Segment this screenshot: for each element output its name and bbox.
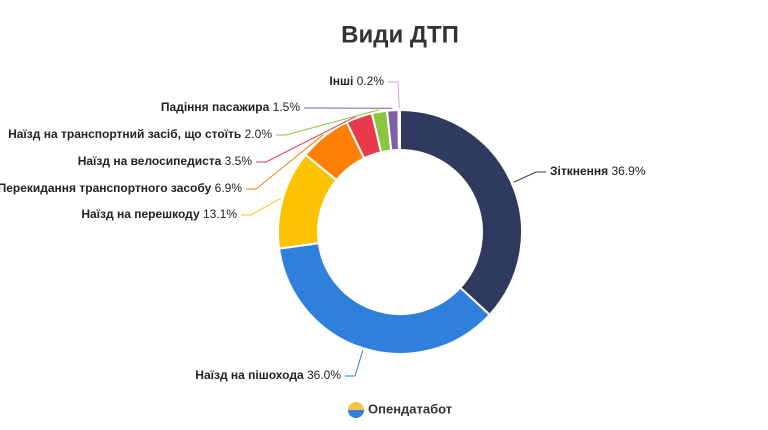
data-label: Перекидання транспортного засобу 6.9% xyxy=(0,181,242,195)
connector xyxy=(246,134,324,190)
connector xyxy=(345,350,364,377)
category-label: Наїзд на перешкоду xyxy=(81,207,200,221)
data-label: Наїзд на перешкоду 13.1% xyxy=(81,207,237,221)
connector xyxy=(276,109,380,136)
data-label: Інші 0.2% xyxy=(329,74,384,88)
data-label: Наїзд на транспортний засіб, що стоїть 2… xyxy=(8,127,272,141)
value-label: 36.0% xyxy=(307,368,341,382)
category-label: Наїзд на велосипедиста xyxy=(78,154,222,168)
brand-name: Опендатабот xyxy=(368,401,452,416)
data-label: Наїзд на пішохода 36.0% xyxy=(195,368,341,382)
data-label: Падіння пасажира 1.5% xyxy=(161,100,300,114)
connector xyxy=(388,81,400,109)
value-label: 0.2% xyxy=(357,74,385,88)
connector xyxy=(256,114,359,163)
slice xyxy=(397,108,401,152)
category-label: Зіткнення xyxy=(550,164,608,178)
value-label: 6.9% xyxy=(215,181,243,195)
category-label: Наїзд на пішохода xyxy=(195,368,304,382)
connector xyxy=(241,197,281,216)
category-label: Інші xyxy=(329,74,353,88)
category-label: Перекидання транспортного засобу xyxy=(0,181,212,195)
value-label: 3.5% xyxy=(225,154,253,168)
category-label: Наїзд на транспортний засіб, що стоїть xyxy=(8,127,241,141)
value-label: 1.5% xyxy=(273,100,301,114)
slice xyxy=(399,108,523,317)
value-label: 36.9% xyxy=(612,164,646,178)
data-label: Наїзд на велосипедиста 3.5% xyxy=(78,154,253,168)
value-label: 13.1% xyxy=(203,207,237,221)
data-label: Зіткнення 36.9% xyxy=(550,164,646,178)
category-label: Падіння пасажира xyxy=(161,100,270,114)
slice xyxy=(278,242,492,355)
connector xyxy=(513,171,546,183)
brand-logo: Опендатабот xyxy=(348,401,452,418)
chart-title: Види ДТП xyxy=(341,21,459,48)
value-label: 2.0% xyxy=(245,127,273,141)
